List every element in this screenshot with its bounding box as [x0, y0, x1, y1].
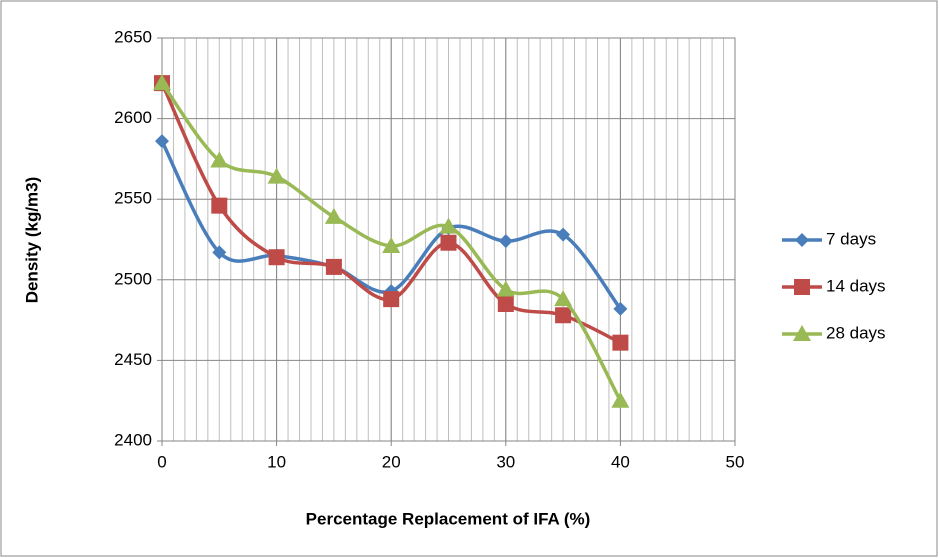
y-tick-label: 2550: [114, 189, 152, 208]
marker: [440, 234, 457, 251]
marker: [612, 334, 629, 351]
marker: [613, 301, 628, 316]
marker: [211, 197, 228, 214]
y-axis-title: Density (kg/m3): [22, 177, 41, 304]
marker: [382, 236, 401, 253]
marker: [793, 325, 811, 341]
plot-frame: [161, 37, 736, 442]
marker: [556, 227, 571, 242]
marker: [554, 290, 573, 307]
marker: [267, 167, 286, 184]
y-tick-label: 2600: [114, 108, 152, 127]
y-tick-label: 2650: [114, 27, 152, 46]
marker: [210, 151, 229, 168]
marker: [496, 280, 515, 297]
x-tick-label: 50: [726, 452, 745, 471]
marker: [497, 295, 514, 312]
x-tick-label: 30: [496, 452, 515, 471]
marker: [794, 279, 810, 295]
marker: [212, 245, 227, 260]
y-tick-label: 2400: [114, 430, 152, 449]
marker: [611, 391, 630, 408]
x-axis-title: Percentage Replacement of IFA (%): [306, 509, 591, 528]
marker: [324, 207, 343, 224]
marker: [155, 134, 169, 149]
x-tick-label: 20: [382, 452, 401, 471]
marker: [325, 258, 342, 275]
legend-label: 7 days: [826, 229, 876, 248]
marker: [383, 291, 400, 308]
marker: [555, 307, 572, 324]
marker: [498, 234, 513, 249]
y-tick-label: 2450: [114, 350, 152, 369]
y-tick-label: 2500: [114, 269, 152, 288]
x-tick-label: 40: [611, 452, 630, 471]
legend-label: 14 days: [826, 276, 886, 295]
marker: [439, 217, 458, 234]
legend-label: 28 days: [826, 323, 886, 342]
marker: [795, 233, 809, 247]
marker: [268, 249, 285, 266]
x-tick-label: 10: [267, 452, 286, 471]
marker: [153, 74, 171, 91]
x-tick-label: 0: [157, 452, 166, 471]
